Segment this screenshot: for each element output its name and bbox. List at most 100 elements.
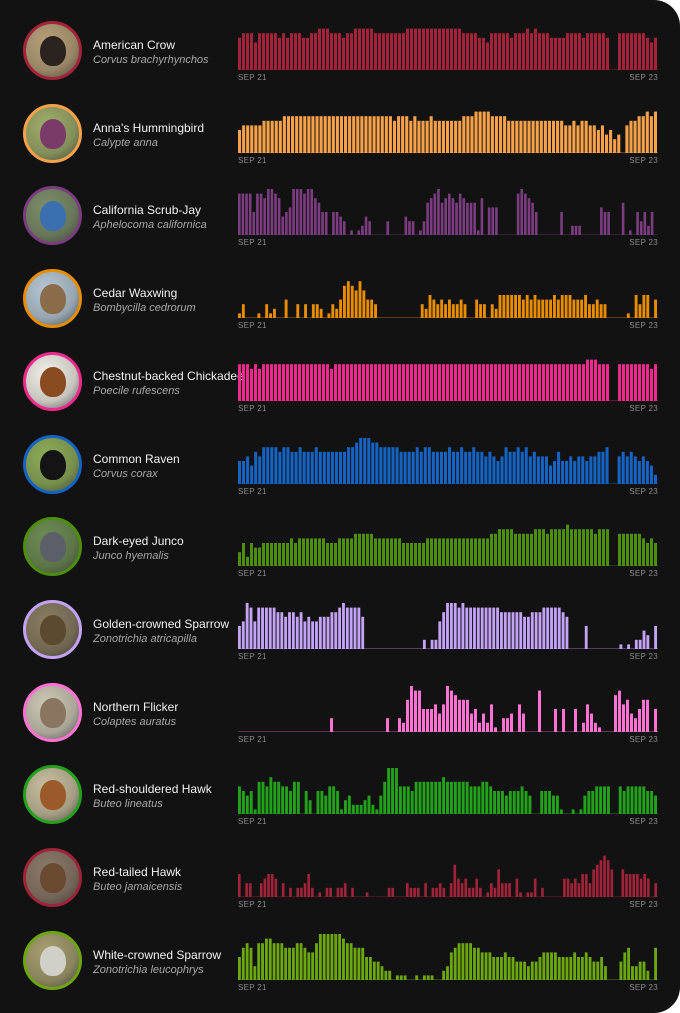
species-row[interactable]: California Scrub-Jay Aphelocoma californ…: [0, 180, 680, 262]
bar: [387, 887, 391, 897]
bar: [370, 28, 373, 71]
bar: [524, 446, 528, 484]
species-row[interactable]: Chestnut-backed Chickadee Poecile rufesc…: [0, 346, 680, 428]
bar: [442, 777, 446, 815]
bird-photo-avatar: [23, 682, 82, 742]
bar: [403, 451, 407, 484]
bar: [498, 529, 501, 567]
bar: [270, 363, 273, 401]
bar: [466, 699, 469, 732]
bar: [274, 33, 277, 70]
bar: [387, 768, 391, 815]
bar: [562, 529, 565, 567]
bar: [284, 616, 288, 649]
species-row[interactable]: Northern Flicker Colaptes auratus SEP 21…: [0, 677, 680, 759]
species-row[interactable]: Red-tailed Hawk Buteo jamaicensis SEP 21…: [0, 842, 680, 924]
bird-photo: [40, 36, 66, 66]
bar: [353, 947, 357, 980]
bar: [378, 33, 381, 70]
scientific-name: Bombycilla cedrorum: [93, 302, 196, 315]
bar: [450, 690, 453, 732]
bar: [430, 363, 433, 401]
bar: [254, 42, 257, 70]
bar: [627, 644, 631, 649]
species-row[interactable]: Golden-crowned Sparrow Zonotrichia atric…: [0, 594, 680, 676]
bar: [354, 28, 357, 71]
bar: [310, 451, 314, 484]
bird-photo: [40, 284, 66, 315]
bar: [462, 115, 466, 153]
bird-photo: [40, 201, 66, 232]
bar: [307, 952, 311, 980]
bar: [387, 446, 391, 484]
bar: [270, 543, 273, 567]
bar: [487, 207, 491, 236]
bar: [527, 198, 531, 236]
bar: [514, 295, 517, 319]
bar: [496, 956, 500, 980]
bar: [316, 791, 320, 815]
bar: [448, 193, 451, 236]
species-row[interactable]: Anna's Hummingbird Calypte anna SEP 21 S…: [0, 98, 680, 180]
bar: [418, 690, 421, 732]
bar: [291, 612, 295, 649]
bird-photo-avatar: [23, 269, 82, 329]
species-row[interactable]: Red-shouldered Hawk Buteo lineatus SEP 2…: [0, 759, 680, 841]
bar: [351, 805, 355, 815]
species-row[interactable]: American Crow Corvus brachyrhynchos SEP …: [0, 15, 680, 97]
bar: [257, 607, 261, 649]
bar: [565, 616, 569, 649]
x-tick-label-end: SEP 23: [629, 651, 658, 661]
bar: [552, 795, 555, 815]
bar: [306, 37, 309, 70]
bar: [633, 455, 637, 484]
bar: [349, 607, 353, 649]
species-row[interactable]: White-crowned Sparrow Zonotrichia leucop…: [0, 925, 680, 1007]
bar: [506, 295, 510, 319]
bar: [488, 952, 492, 980]
bar: [636, 874, 639, 897]
bar: [281, 786, 285, 815]
bar: [294, 363, 297, 401]
bar: [318, 892, 321, 897]
species-row[interactable]: Dark-eyed Junco Junco hyemalis SEP 21 SE…: [0, 511, 680, 593]
bar: [478, 111, 482, 153]
bar: [362, 533, 365, 567]
bar: [574, 363, 577, 401]
bar: [515, 878, 519, 897]
bar: [474, 33, 477, 70]
bar: [253, 965, 257, 980]
bar: [556, 120, 560, 153]
bar: [638, 786, 642, 815]
bar: [453, 864, 457, 897]
bar: [314, 446, 318, 484]
bar: [290, 33, 293, 70]
bar: [577, 455, 581, 484]
bar: [586, 33, 589, 70]
bar: [554, 529, 557, 567]
bar: [502, 529, 505, 567]
bar: [508, 791, 512, 815]
common-name: Common Raven: [93, 451, 180, 466]
bar: [500, 455, 504, 484]
bar: [358, 281, 362, 319]
species-row[interactable]: Common Raven Corvus corax SEP 21 SEP 23: [0, 429, 680, 511]
species-row[interactable]: Cedar Waxwing Bombycilla cedrorum SEP 21…: [0, 263, 680, 345]
bar: [339, 115, 344, 153]
bar: [434, 782, 438, 815]
bar: [573, 952, 577, 980]
bar: [347, 795, 351, 815]
bar: [257, 942, 261, 980]
bar: [634, 786, 638, 815]
bar: [294, 543, 297, 567]
bar: [519, 892, 522, 897]
bar: [304, 304, 307, 319]
bar: [246, 33, 249, 70]
bar: [418, 28, 421, 71]
bar: [258, 33, 261, 70]
bar: [451, 304, 455, 319]
bar: [330, 33, 333, 70]
bar: [241, 193, 245, 236]
bar: [370, 533, 373, 567]
bar: [519, 612, 523, 649]
